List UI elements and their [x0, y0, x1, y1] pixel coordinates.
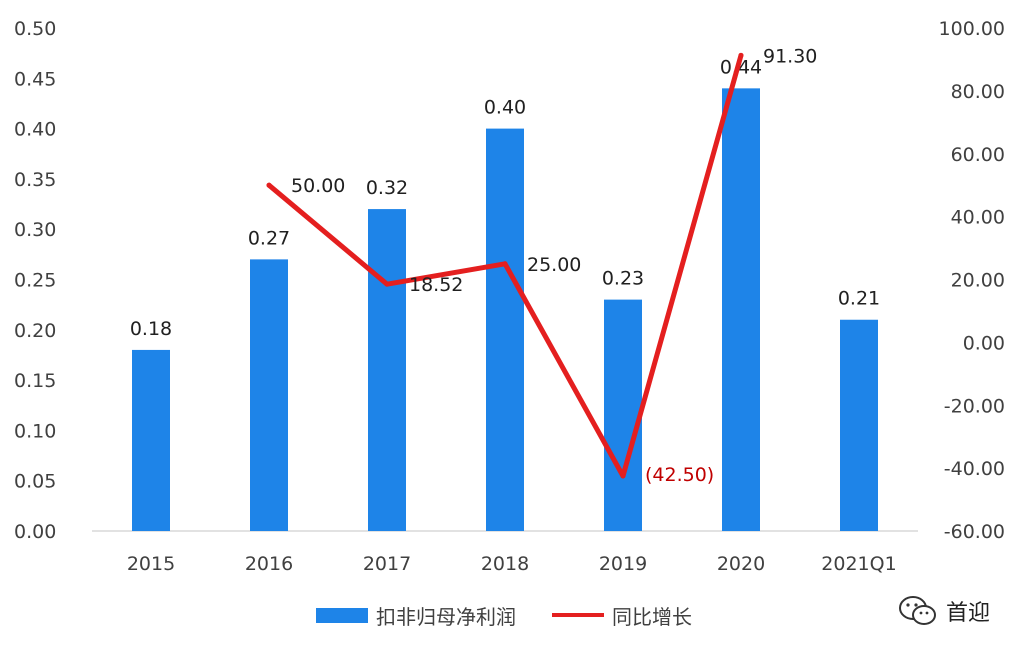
right-axis-tick: 60.00 [951, 144, 1005, 166]
bar [368, 209, 406, 531]
right-axis-tick: -60.00 [944, 521, 1005, 543]
legend-item-line: 同比增长 [552, 601, 692, 630]
bar-data-label: 0.21 [838, 288, 880, 310]
bar [722, 88, 760, 532]
line-data-label: 50.00 [291, 175, 345, 197]
left-axis-tick: 0.10 [14, 420, 56, 442]
legend-label-bar: 扣非归母净利润 [376, 604, 516, 629]
left-axis-tick: 0.45 [14, 68, 56, 90]
legend-item-bar: 扣非归母净利润 [316, 601, 516, 630]
left-axis-tick: 0.35 [14, 169, 56, 191]
wechat-icon [899, 596, 936, 625]
bar-data-label: 0.18 [130, 318, 172, 340]
line-point [502, 261, 508, 267]
x-axis-tick: 2017 [363, 553, 411, 575]
bar [486, 128, 524, 531]
legend-swatch-line [552, 613, 604, 617]
left-axis-tick: 0.20 [14, 320, 56, 342]
legend-label-line: 同比增长 [612, 604, 692, 629]
line-point [738, 52, 744, 58]
x-axis-tick: 2016 [245, 553, 293, 575]
x-axis-tick: 2020 [717, 553, 765, 575]
x-axis-tick: 2019 [599, 553, 647, 575]
right-axis-tick: 80.00 [951, 81, 1005, 103]
legend-swatch-bar [316, 607, 368, 623]
right-axis-tick: 20.00 [951, 270, 1005, 292]
watermark-text: 首迎 [946, 601, 991, 626]
right-axis-tick: 0.00 [963, 332, 1005, 354]
bar-data-label: 0.32 [366, 177, 408, 199]
line-data-labels: 50.00 18.52 25.00 (42.50) 91.30 [291, 45, 817, 486]
line-point [266, 182, 272, 188]
bar [604, 299, 642, 531]
line-series [266, 52, 744, 479]
left-axis-tick: 0.00 [14, 521, 56, 543]
line-point [620, 473, 626, 479]
bar-data-labels: 0.18 0.27 0.32 0.40 0.23 0.44 0.21 [130, 56, 880, 340]
bar [250, 259, 288, 531]
x-axis-tick: 2015 [127, 553, 175, 575]
bar-data-label: 0.27 [248, 227, 290, 249]
x-axis-tick: 2021Q1 [821, 553, 896, 575]
left-axis-tick: 0.15 [14, 370, 56, 392]
watermark: 首迎 [898, 594, 990, 628]
bar [840, 319, 878, 531]
line-data-label: 91.30 [763, 45, 817, 67]
x-axis-ticks: 2015 2016 2017 2018 2019 2020 2021Q1 [127, 553, 897, 575]
right-axis-ticks: -60.00 -40.00 -20.00 0.00 20.00 40.00 60.00 80.… [939, 18, 1005, 543]
left-axis-tick: 0.05 [14, 471, 56, 493]
line-data-label: 18.52 [409, 274, 463, 296]
right-axis-tick: 40.00 [951, 207, 1005, 229]
bar-data-label: 0.40 [484, 97, 526, 119]
right-axis-tick: -40.00 [944, 458, 1005, 480]
right-axis-tick: 100.00 [939, 18, 1005, 40]
line-point [384, 281, 390, 287]
left-axis-tick: 0.50 [14, 18, 56, 40]
left-axis-tick: 0.30 [14, 219, 56, 241]
legend: 扣非归母净利润 同比增长 [316, 598, 728, 632]
combo-chart: 0.00 0.05 0.10 0.15 0.20 0.25 0.30 0.35 0.40 0.45… [14, 18, 1005, 575]
right-axis-tick: -20.00 [944, 395, 1005, 417]
line-data-label: 25.00 [527, 254, 581, 276]
left-axis-tick: 0.25 [14, 270, 56, 292]
bar-data-label: 0.23 [602, 268, 644, 290]
line-data-label: (42.50) [645, 464, 714, 486]
left-axis-tick: 0.40 [14, 119, 56, 141]
left-axis-ticks: 0.00 0.05 0.10 0.15 0.20 0.25 0.30 0.35 0.40 0.45… [14, 18, 56, 543]
bar-series [132, 88, 878, 532]
x-axis-tick: 2018 [481, 553, 529, 575]
bar-data-label: 0.44 [720, 56, 762, 78]
bar [132, 349, 170, 531]
